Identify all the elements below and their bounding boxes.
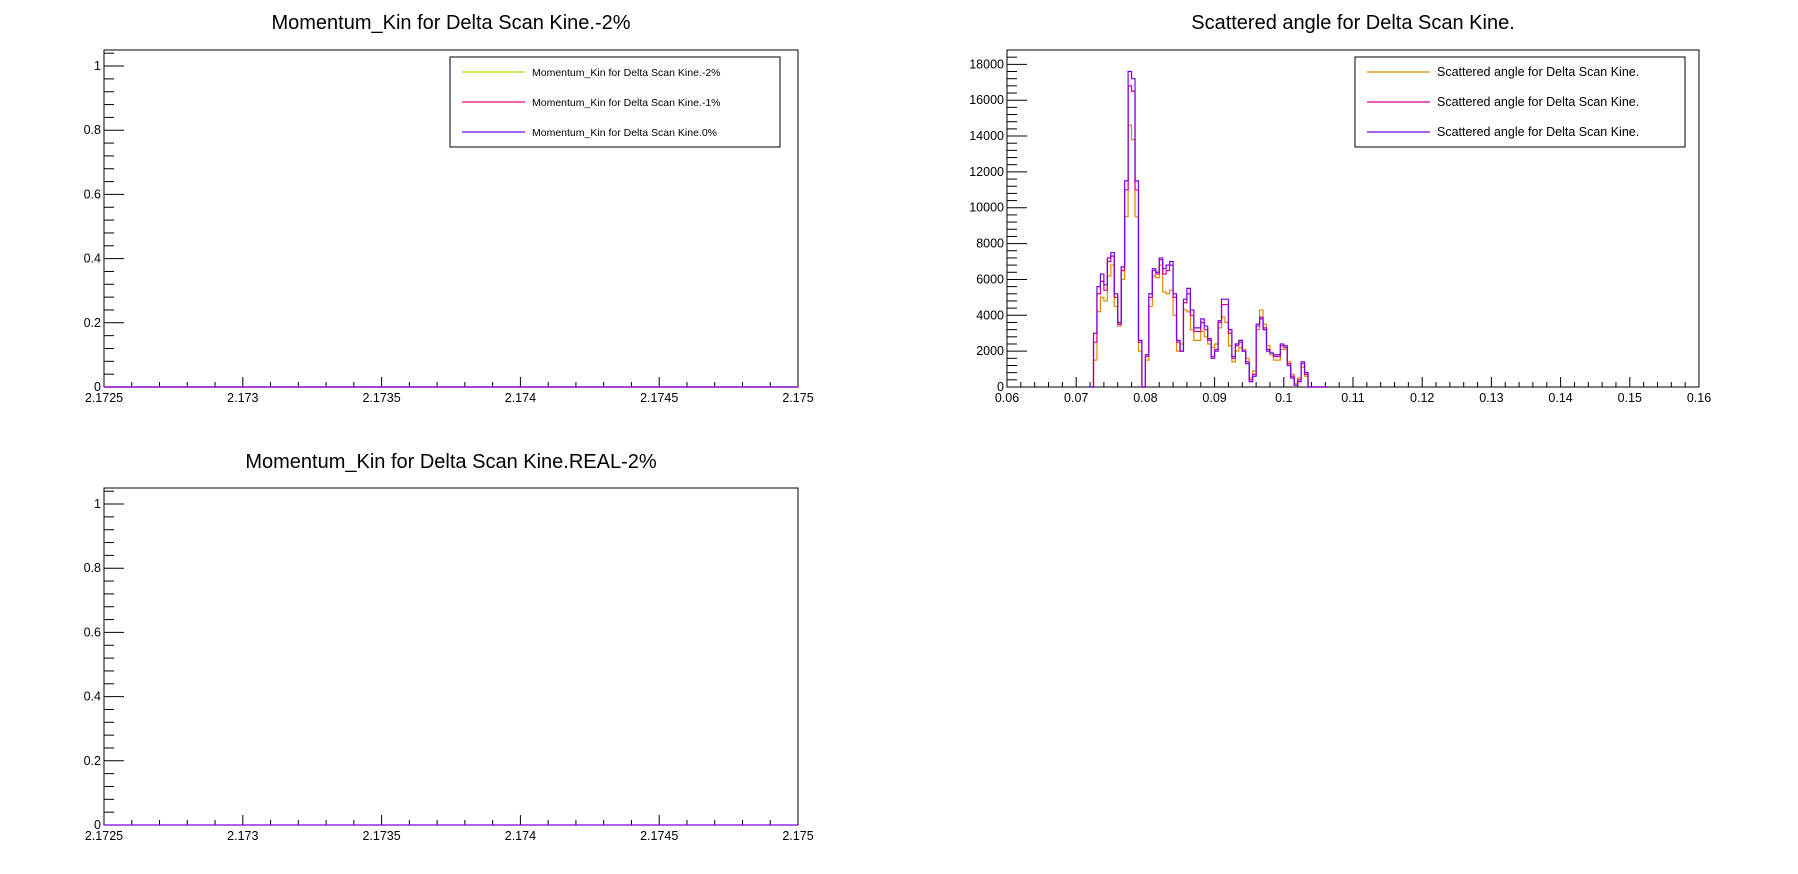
y-tick-label: 0.4	[84, 252, 101, 266]
x-tick-label: 2.1745	[640, 829, 678, 843]
y-tick-label: 1	[94, 497, 101, 511]
series-line-0	[1090, 124, 1329, 388]
series-line-1	[1090, 85, 1329, 388]
x-tick-label: 2.175	[782, 829, 813, 843]
x-tick-label: 0.16	[1687, 391, 1711, 405]
y-tick-label: 4000	[976, 308, 1004, 322]
x-tick-label: 2.173	[227, 829, 258, 843]
y-tick-label: 8000	[976, 237, 1004, 251]
legend-entry-label: Scattered angle for Delta Scan Kine.	[1437, 65, 1639, 79]
x-tick-label: 0.06	[995, 391, 1019, 405]
chart-title: Momentum_Kin for Delta Scan Kine.-2%	[271, 12, 630, 34]
legend-entry-label: Momentum_Kin for Delta Scan Kine.-2%	[532, 67, 721, 79]
x-tick-label: 0.1	[1275, 391, 1292, 405]
series-line-2	[1090, 70, 1329, 388]
y-tick-label: 0	[94, 380, 101, 394]
y-tick-label: 0.6	[84, 625, 101, 639]
x-tick-label: 0.07	[1064, 391, 1088, 405]
momentum-kin-real-chart-panel: Momentum_Kin for Delta Scan Kine.REAL-2%…	[84, 451, 814, 843]
x-tick-label: 0.15	[1618, 391, 1642, 405]
legend: Momentum_Kin for Delta Scan Kine.-2% Mome…	[449, 56, 781, 148]
x-tick-label: 0.14	[1548, 391, 1572, 405]
legend-entry-label: Scattered angle for Delta Scan Kine.	[1437, 125, 1639, 139]
y-tick-label: 1	[94, 59, 101, 73]
y-tick-label: 10000	[969, 201, 1004, 215]
y-tick-label: 0	[997, 380, 1004, 394]
y-tick-label: 0	[94, 818, 101, 832]
x-tick-label: 2.173	[227, 391, 258, 405]
plot-frame	[103, 487, 799, 826]
y-tick-label: 0.8	[84, 123, 101, 137]
chart-title: Momentum_Kin for Delta Scan Kine.REAL-2%	[245, 451, 657, 473]
x-tick-label: 0.09	[1202, 391, 1226, 405]
momentum-kin-chart-panel: Momentum_Kin for Delta Scan Kine.-2% 2.17…	[84, 12, 814, 405]
x-tick-label: 2.175	[782, 391, 813, 405]
x-tick-label: 2.1735	[362, 829, 400, 843]
y-tick-label: 16000	[969, 93, 1004, 107]
x-tick-label: 2.174	[505, 829, 536, 843]
y-tick-label: 0.2	[84, 754, 101, 768]
y-tick-label: 12000	[969, 165, 1004, 179]
legend-entry-label: Momentum_Kin for Delta Scan Kine.0%	[532, 127, 717, 139]
y-tick-label: 18000	[969, 57, 1004, 71]
x-tick-label: 2.1745	[640, 391, 678, 405]
y-tick-label: 0.4	[84, 690, 101, 704]
scattered-angle-chart-panel: Scattered angle for Delta Scan Kine. 0.06…	[969, 12, 1711, 405]
y-tick-label: 6000	[976, 272, 1004, 286]
legend-entry-label: Scattered angle for Delta Scan Kine.	[1437, 95, 1639, 109]
y-tick-label: 0.6	[84, 187, 101, 201]
x-tick-label: 0.13	[1479, 391, 1503, 405]
chart-title: Scattered angle for Delta Scan Kine.	[1191, 12, 1515, 34]
x-tick-label: 2.1735	[362, 391, 400, 405]
x-tick-label: 0.12	[1410, 391, 1434, 405]
x-tick-label: 0.08	[1133, 391, 1157, 405]
y-tick-label: 0.8	[84, 561, 101, 575]
x-tick-label: 2.1725	[85, 829, 123, 843]
y-tick-label: 2000	[976, 344, 1004, 358]
x-tick-label: 2.1725	[85, 391, 123, 405]
x-tick-label: 2.174	[505, 391, 536, 405]
x-tick-label: 0.11	[1341, 391, 1364, 405]
legend: Scattered angle for Delta Scan Kine. Scat…	[1354, 56, 1686, 148]
y-tick-label: 0.2	[84, 316, 101, 330]
legend-entry-label: Momentum_Kin for Delta Scan Kine.-1%	[532, 97, 721, 109]
y-tick-label: 14000	[969, 129, 1004, 143]
